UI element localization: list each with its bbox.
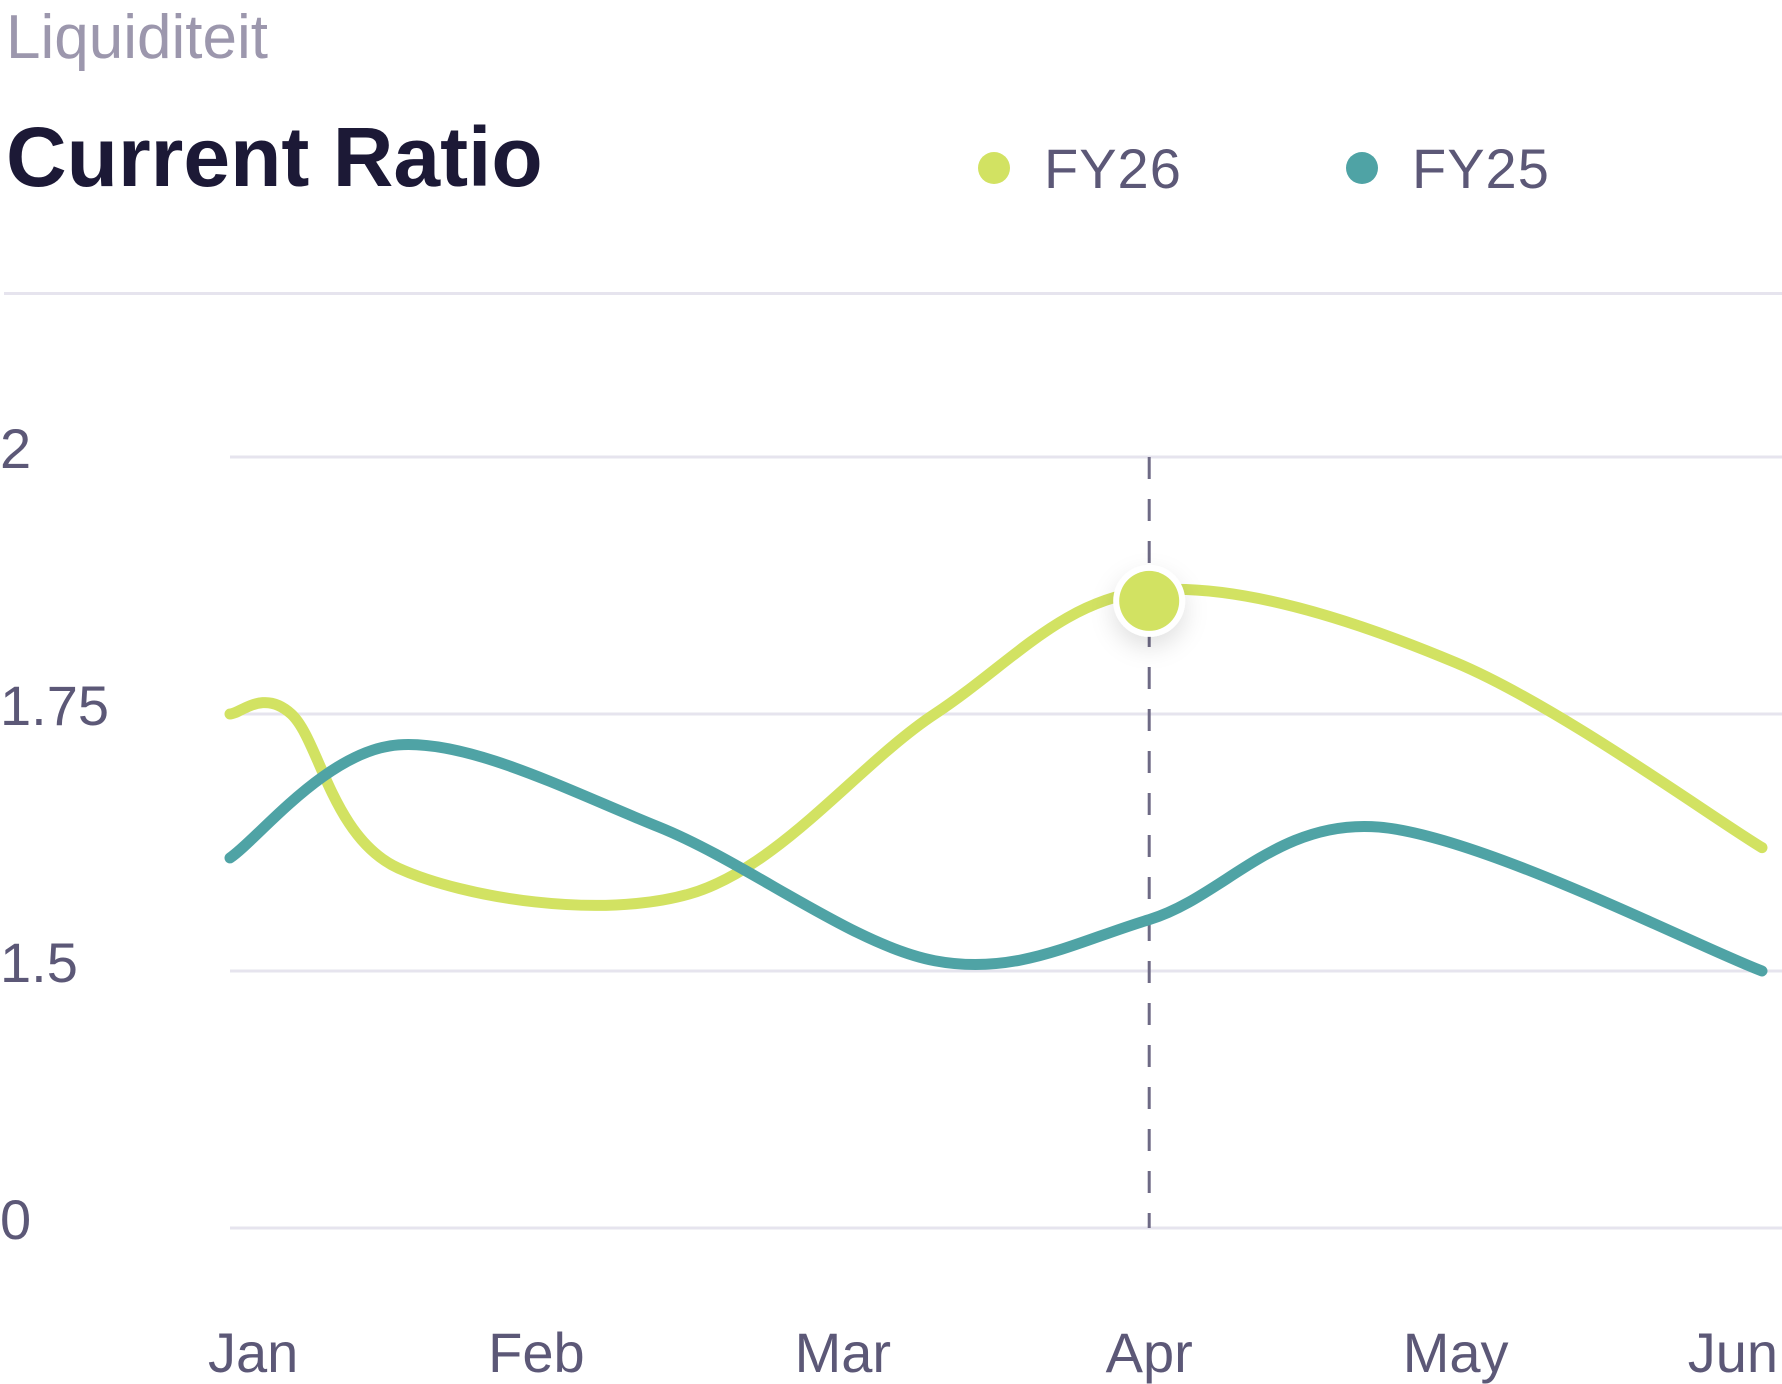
x-tick-label: Feb (488, 1321, 585, 1384)
header-divider (4, 292, 1782, 295)
legend-label-fy26: FY26 (1044, 136, 1182, 200)
x-tick-label: Jun (1688, 1321, 1778, 1384)
chart-title: Current Ratio (6, 110, 543, 204)
y-tick-label: 2 (0, 417, 31, 480)
series-line-fy26 (224, 583, 1768, 911)
series-layer (224, 583, 1768, 977)
y-tick-label: 1.75 (0, 674, 109, 737)
y-axis: 0 1.5 1.75 2 (0, 417, 109, 1251)
highlight-point[interactable] (1119, 570, 1180, 631)
x-axis: Jan Feb Mar Apr May Jun (208, 1321, 1778, 1384)
series-line-fy25 (224, 739, 1768, 977)
highlight-layer (1113, 564, 1186, 637)
grid-layer (230, 455, 1782, 1230)
legend-dot-fy25 (1346, 152, 1378, 184)
x-tick-label: Jan (208, 1321, 298, 1384)
legend-item-fy25[interactable]: FY25 (1346, 136, 1550, 200)
legend-label-fy25: FY25 (1412, 136, 1550, 200)
x-tick-label: Mar (795, 1321, 891, 1384)
legend-dot-fy26 (978, 152, 1010, 184)
y-tick-label: 1.5 (0, 931, 78, 994)
x-tick-label: May (1403, 1321, 1509, 1384)
x-tick-label: Apr (1106, 1321, 1193, 1384)
y-tick-label: 0 (0, 1188, 31, 1251)
legend-item-fy26[interactable]: FY26 (978, 136, 1182, 200)
chart-eyebrow: Liquiditeit (6, 3, 268, 72)
